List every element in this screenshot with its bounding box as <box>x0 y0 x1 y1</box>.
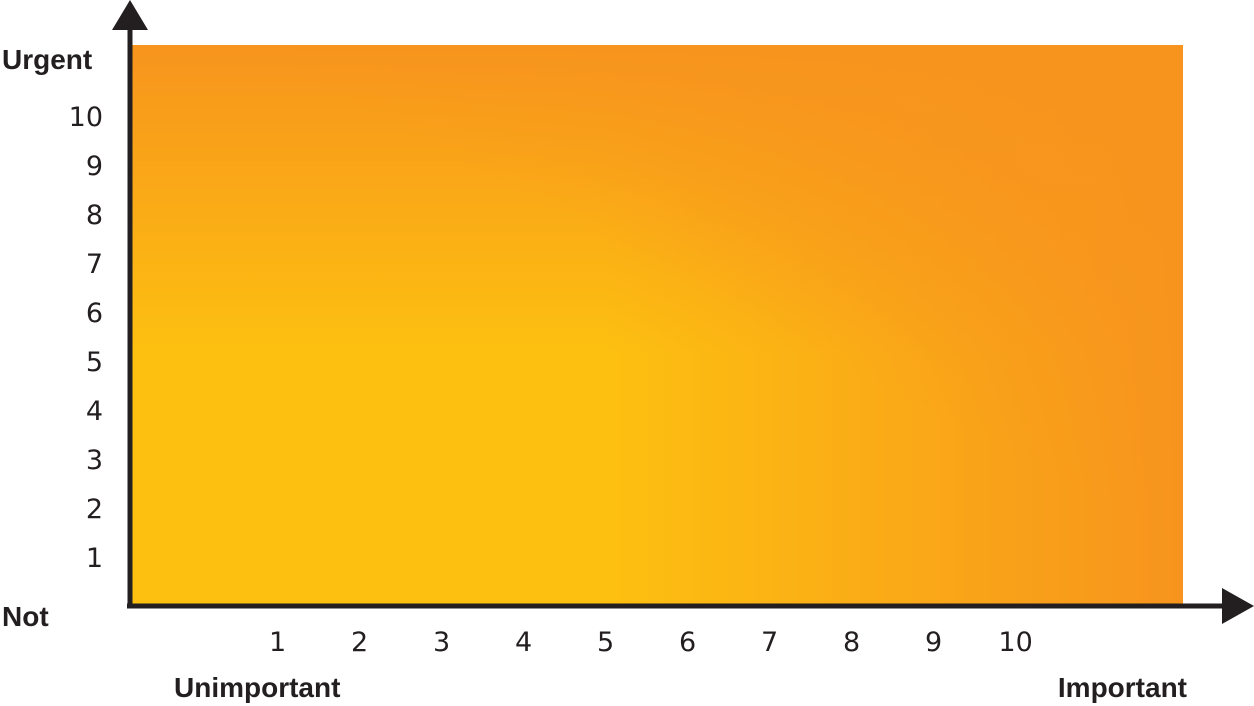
gradient-field-top <box>130 45 1183 605</box>
y-tick-label: 7 <box>86 249 103 280</box>
x-tick-label: 1 <box>269 627 286 658</box>
y-tick-label: 3 <box>86 445 103 476</box>
x-tick-label: 9 <box>925 627 942 658</box>
x-tick-label: 3 <box>433 627 450 658</box>
x-low-label: Unimportant <box>174 672 340 703</box>
x-tick-label: 4 <box>515 627 532 658</box>
y-axis-arrowhead <box>112 0 148 30</box>
x-axis-arrowhead <box>1222 588 1254 624</box>
x-high-label: Important <box>1058 672 1187 703</box>
y-tick-label: 6 <box>86 298 103 329</box>
x-tick-label: 7 <box>761 627 778 658</box>
y-tick-label: 9 <box>86 151 103 182</box>
y-high-label: Urgent <box>2 44 92 75</box>
y-tick-labels: 1 2 3 4 5 6 7 8 9 10 <box>69 102 103 574</box>
x-tick-label: 6 <box>679 627 696 658</box>
x-tick-label: 8 <box>843 627 860 658</box>
x-tick-label: 10 <box>998 627 1032 658</box>
y-low-label: Not <box>2 601 49 632</box>
y-tick-label: 1 <box>86 543 103 574</box>
y-tick-label: 2 <box>86 494 103 525</box>
y-tick-label: 8 <box>86 200 103 231</box>
x-tick-label: 5 <box>597 627 614 658</box>
y-tick-label: 10 <box>69 102 103 133</box>
y-tick-label: 5 <box>86 347 103 378</box>
y-tick-label: 4 <box>86 396 103 427</box>
x-tick-labels: 1 2 3 4 5 6 7 8 9 10 <box>269 627 1033 658</box>
x-tick-label: 2 <box>351 627 368 658</box>
plot-area <box>130 45 1183 605</box>
y-axis: 1 2 3 4 5 6 7 8 9 10 <box>69 0 148 606</box>
x-axis: 1 2 3 4 5 6 7 8 9 10 <box>127 588 1254 658</box>
